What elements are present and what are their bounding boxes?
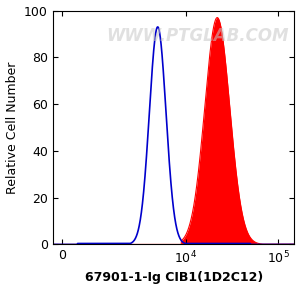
X-axis label: 67901-1-Ig CIB1(1D2C12): 67901-1-Ig CIB1(1D2C12) [85,271,263,284]
Y-axis label: Relative Cell Number: Relative Cell Number [6,61,19,194]
Text: WWW.PTGLAB.COM: WWW.PTGLAB.COM [106,27,289,45]
